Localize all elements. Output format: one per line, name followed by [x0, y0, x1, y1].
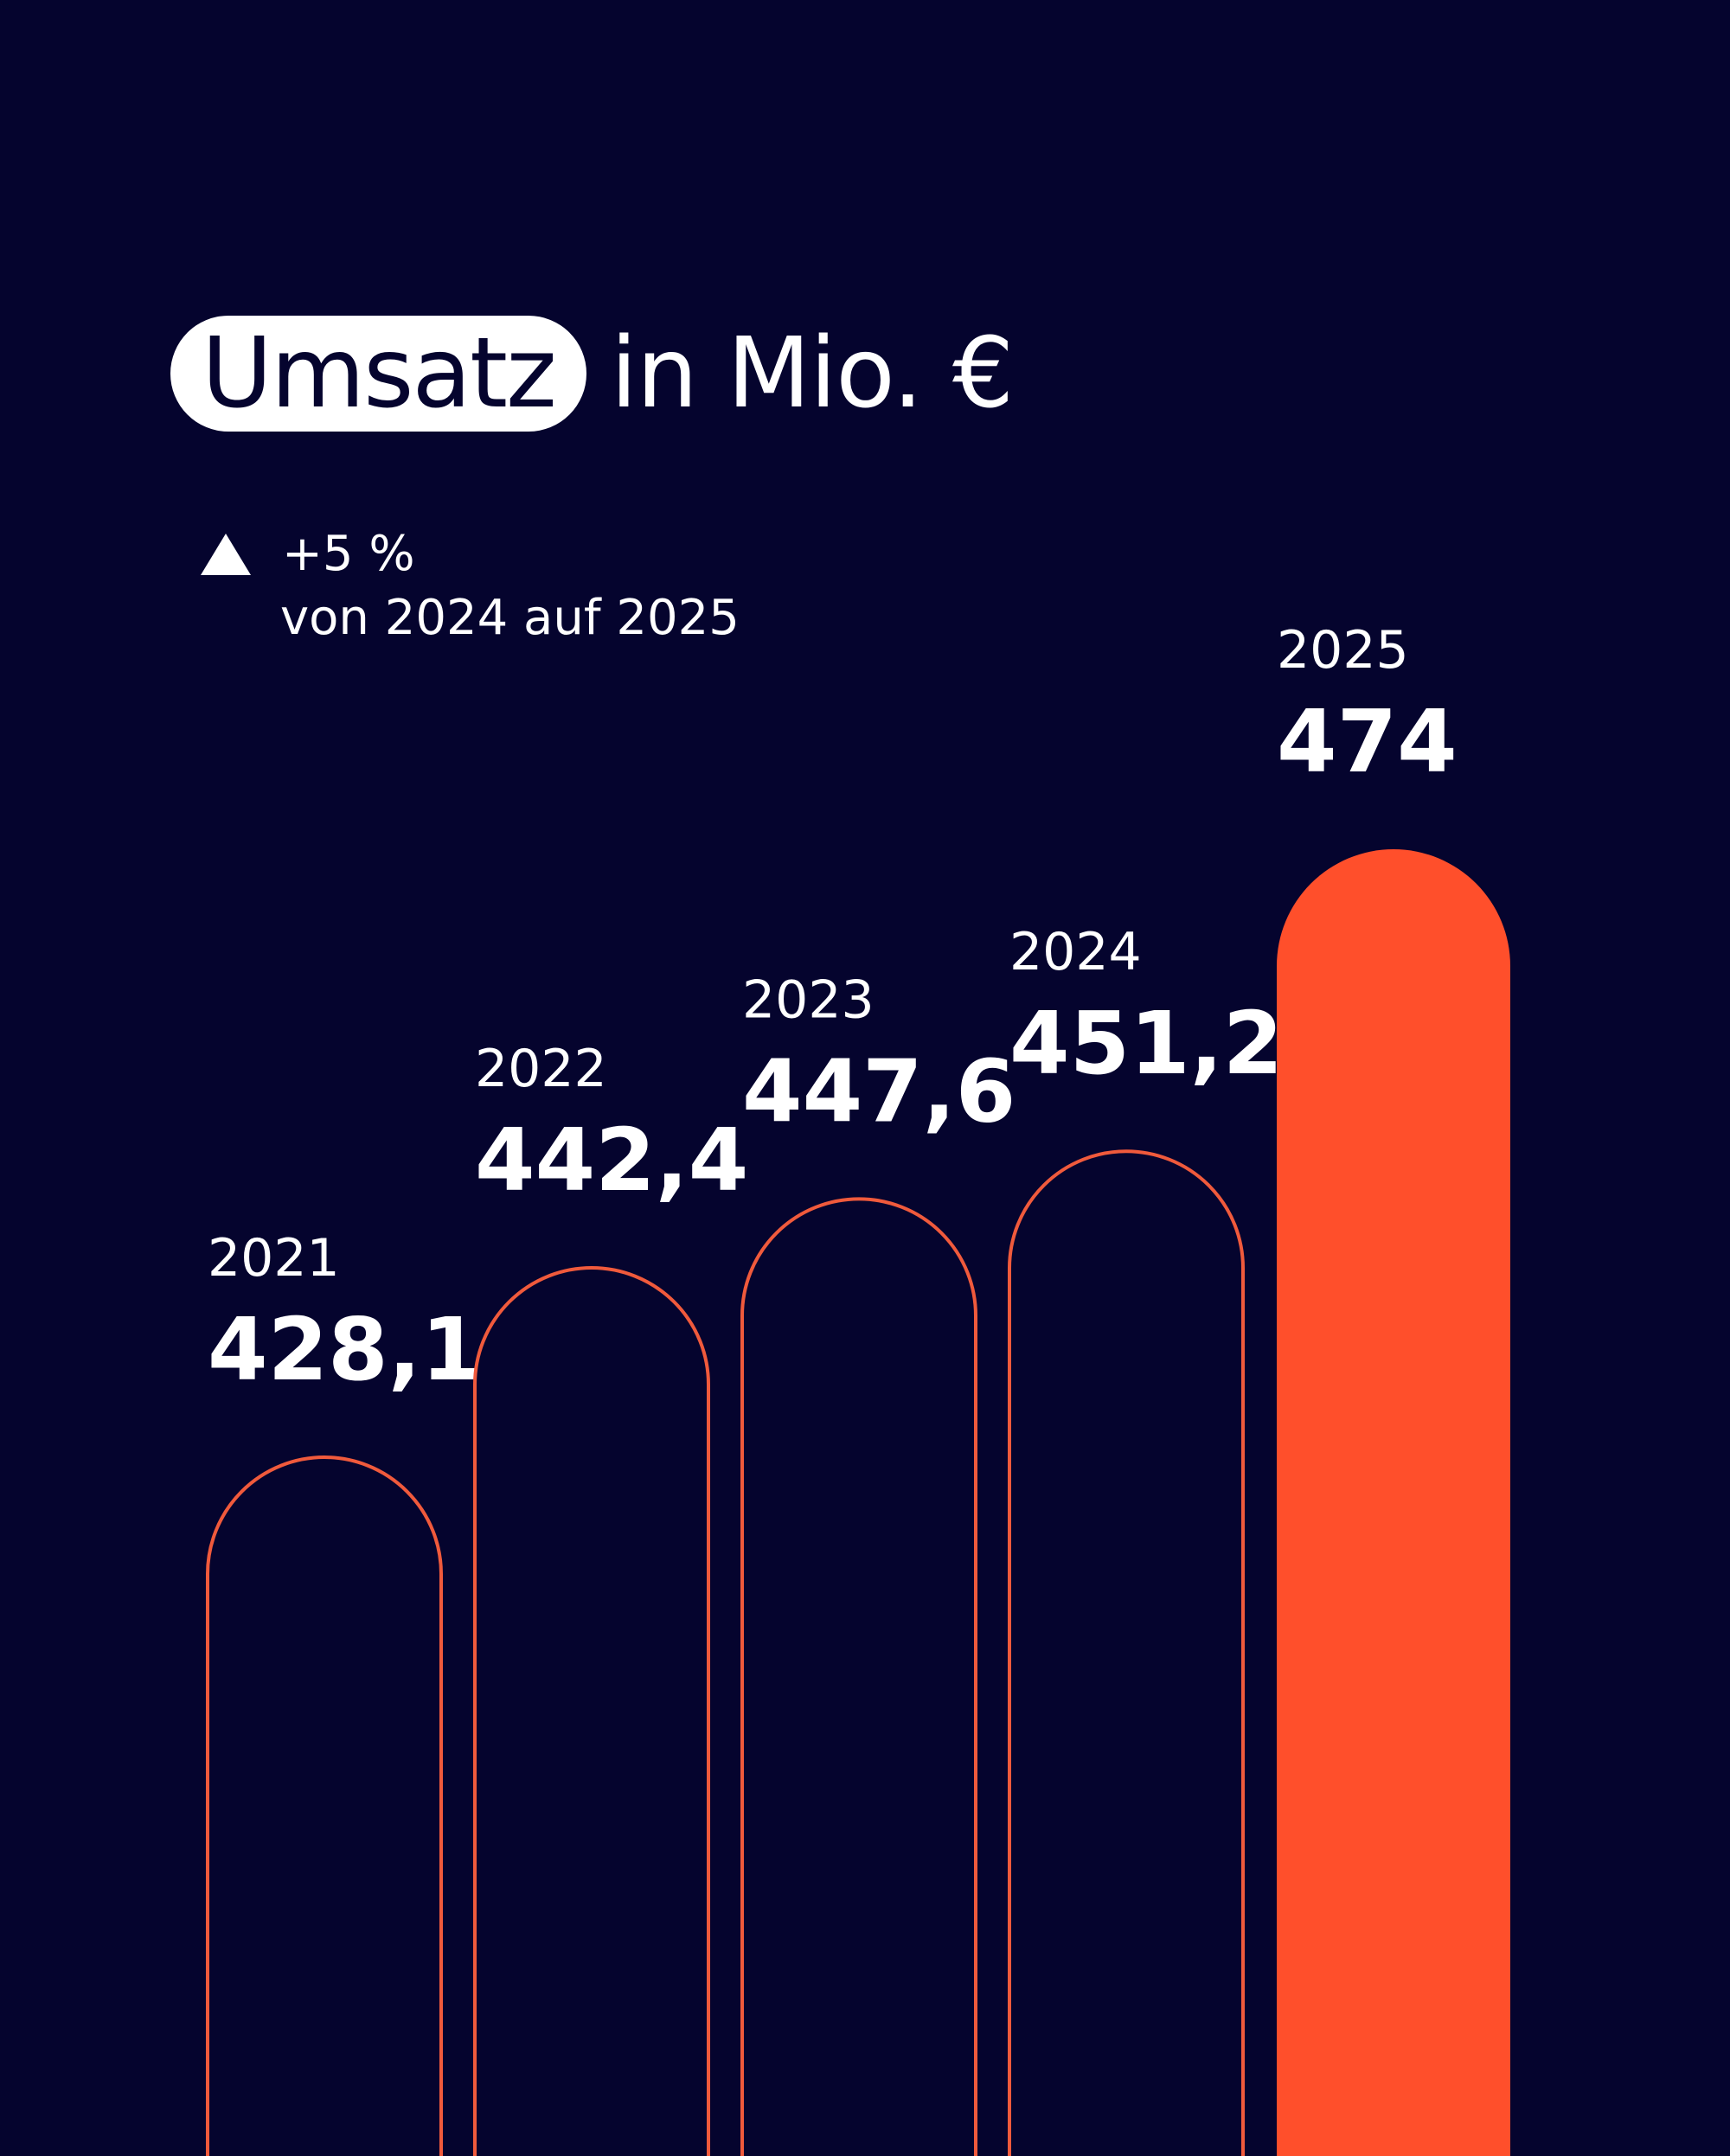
bar-2025 [1277, 849, 1510, 2156]
title-unit-text: in Mio. € [610, 317, 1014, 430]
title-highlight-pill: Umsatz [170, 316, 586, 432]
value-label-2022: 442,4 [475, 1110, 748, 1211]
bar-2022 [473, 1265, 710, 2156]
triangle-up-icon [201, 534, 251, 575]
year-label-2025: 2025 [1277, 620, 1409, 681]
bar-2024 [1008, 1149, 1245, 2156]
change-description: von 2024 auf 2025 [280, 590, 740, 646]
year-label-2022: 2022 [475, 1039, 607, 1099]
change-summary: +5 % von 2024 auf 2025 [201, 523, 740, 643]
value-label-2021: 428,1 [208, 1299, 481, 1400]
title-highlight-text: Umsatz [202, 317, 557, 430]
value-label-2024: 451,2 [1009, 993, 1283, 1094]
value-label-2025: 474 [1277, 691, 1458, 792]
chart-title: Umsatz in Mio. € [170, 313, 1014, 434]
change-value-row: +5 % [201, 523, 740, 585]
bar-2021 [206, 1455, 443, 2156]
bar-2023 [740, 1197, 977, 2156]
change-value: +5 % [282, 526, 415, 582]
value-label-2023: 447,6 [742, 1040, 1016, 1142]
year-label-2023: 2023 [742, 969, 875, 1030]
year-label-2024: 2024 [1009, 922, 1142, 982]
year-label-2021: 2021 [208, 1228, 340, 1289]
